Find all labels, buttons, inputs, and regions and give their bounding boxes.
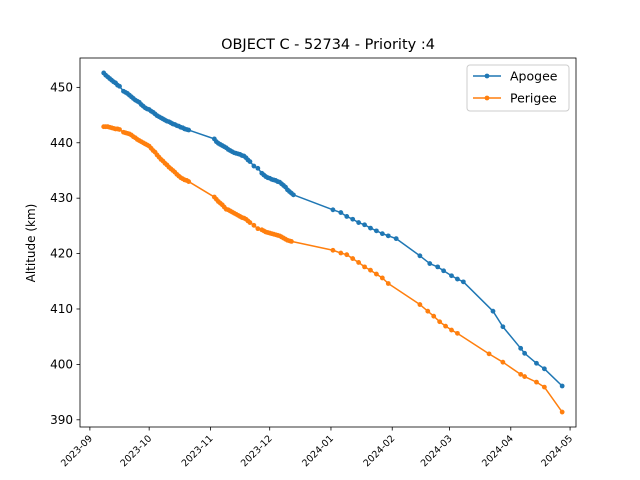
data-point-apogee <box>255 165 261 171</box>
y-tick-label: 420 <box>50 247 73 261</box>
data-point-apogee <box>291 192 296 198</box>
data-point-perigee <box>518 371 524 377</box>
data-point-perigee <box>356 260 362 265</box>
data-point-perigee <box>455 330 460 336</box>
data-point-perigee <box>417 302 423 307</box>
data-point-apogee <box>186 127 192 133</box>
data-point-apogee <box>417 253 423 259</box>
data-point-apogee <box>344 214 350 219</box>
axes-frame <box>79 57 577 428</box>
data-point-perigee <box>117 127 122 132</box>
data-point-apogee <box>247 159 253 165</box>
y-tick-label: 390 <box>50 413 73 427</box>
data-point-perigee <box>344 252 350 258</box>
data-point-apogee <box>362 222 367 228</box>
y-tick-label: 400 <box>50 357 73 371</box>
data-point-perigee <box>425 308 431 314</box>
data-point-perigee <box>255 226 261 232</box>
data-point-apogee <box>435 264 441 270</box>
data-point-apogee <box>559 383 565 389</box>
data-point-perigee <box>541 384 547 390</box>
data-point-apogee <box>518 345 524 351</box>
data-point-apogee <box>541 366 547 372</box>
data-point-perigee <box>330 247 336 253</box>
data-point-perigee <box>522 374 528 379</box>
data-point-apogee <box>427 261 433 266</box>
data-point-perigee <box>486 351 492 357</box>
data-point-apogee <box>385 233 391 239</box>
data-point-perigee <box>247 220 253 225</box>
data-point-apogee <box>449 273 454 279</box>
data-point-apogee <box>522 350 528 356</box>
data-point-apogee <box>117 83 122 89</box>
data-point-perigee <box>186 179 192 184</box>
data-point-apogee <box>379 231 385 237</box>
chart-title: OBJECT C - 52734 - Priority :4 <box>221 37 435 53</box>
data-point-perigee <box>368 267 373 273</box>
y-tick-label: 440 <box>50 136 73 150</box>
plot-area <box>101 70 565 415</box>
data-point-perigee <box>534 379 539 385</box>
data-point-perigee <box>379 275 385 281</box>
y-tick-label: 410 <box>50 302 73 316</box>
series-apogee <box>101 70 565 389</box>
data-point-perigee <box>374 271 379 277</box>
data-point-perigee <box>251 222 257 228</box>
data-point-perigee <box>437 319 443 325</box>
data-point-perigee <box>385 281 391 286</box>
y-tick-label: 450 <box>50 80 73 94</box>
data-point-apogee <box>500 324 506 330</box>
data-point-perigee <box>338 250 344 256</box>
legend: Apogee Perigee <box>466 64 570 112</box>
data-point-apogee <box>393 236 399 242</box>
legend-label: Perigee <box>510 91 557 106</box>
data-point-perigee <box>449 327 454 333</box>
legend-swatch-marker <box>484 73 490 79</box>
data-point-perigee <box>350 256 356 261</box>
y-axis-label: Altitude (km) <box>24 204 38 283</box>
data-point-apogee <box>534 360 539 366</box>
data-point-perigee <box>289 238 294 244</box>
legend-label: Apogee <box>510 69 558 84</box>
data-point-apogee <box>251 163 257 169</box>
data-point-perigee <box>500 359 506 365</box>
legend-swatch-marker <box>484 95 490 101</box>
data-point-perigee <box>431 313 437 319</box>
series-perigee <box>101 124 565 415</box>
data-point-perigee <box>443 323 448 329</box>
data-point-apogee <box>330 207 336 213</box>
data-point-apogee <box>441 268 446 274</box>
data-point-perigee <box>362 264 367 270</box>
y-tick-label: 430 <box>50 191 73 205</box>
data-point-perigee <box>559 409 565 415</box>
data-point-apogee <box>490 308 496 314</box>
data-point-apogee <box>460 279 466 285</box>
data-point-apogee <box>350 216 356 222</box>
data-point-apogee <box>356 220 362 225</box>
data-point-apogee <box>374 228 379 234</box>
data-point-apogee <box>338 210 344 215</box>
data-point-apogee <box>455 276 460 282</box>
data-point-apogee <box>368 225 373 231</box>
